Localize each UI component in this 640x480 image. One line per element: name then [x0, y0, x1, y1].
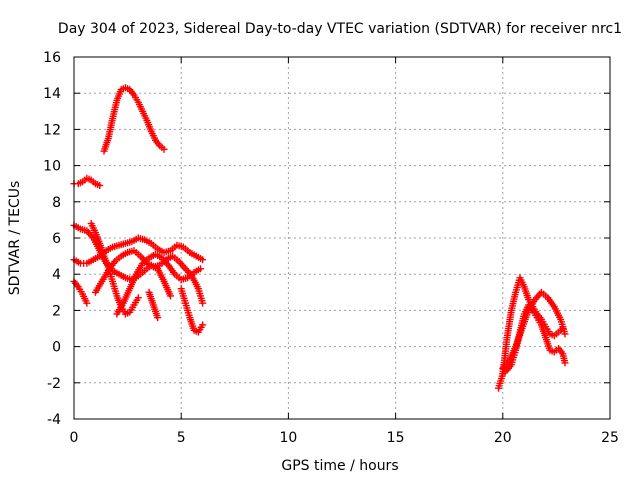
y-tick-label: 0	[52, 340, 61, 356]
y-tick-label: 16	[43, 50, 61, 66]
x-tick-label: 20	[494, 430, 512, 446]
plot-frame	[73, 56, 611, 420]
x-tick-label: 5	[177, 430, 186, 446]
data-point-arc-a	[166, 292, 174, 300]
x-axis-label: GPS time / hours	[281, 458, 398, 474]
data-points	[70, 84, 569, 392]
y-tick-label: 12	[43, 122, 61, 138]
data-point-arc-j	[561, 330, 569, 338]
x-tick-label: 15	[387, 430, 405, 446]
x-tick-label: 0	[70, 430, 79, 446]
data-point-arc-g	[154, 314, 162, 322]
data-point-arc-high	[160, 145, 168, 153]
data-point-arc-nine	[96, 182, 104, 190]
x-tick-label: 25	[601, 430, 619, 446]
data-point-arc-d	[199, 299, 207, 307]
y-tick-label: 6	[52, 231, 61, 247]
x-tick-label: 10	[279, 430, 297, 446]
y-tick-label: 2	[52, 303, 61, 319]
y-tick-label: 14	[43, 86, 61, 102]
y-tick-label: 4	[52, 267, 61, 283]
grid	[74, 57, 610, 419]
y-axis-label: SDTVAR / TECUs	[7, 181, 23, 296]
data-point-arc-e	[196, 265, 204, 273]
y-tick-label: 8	[52, 195, 61, 211]
axis-ticks: 0 5 10 15 20 25 -4 -2 0 2 4 6 8 10 12 14 16	[43, 50, 619, 446]
y-tick-label: 10	[43, 159, 61, 175]
chart-title: Day 304 of 2023, Sidereal Day-to-day VTE…	[58, 21, 622, 37]
data-point-arc-h	[199, 321, 207, 329]
data-point-arc-f	[83, 299, 91, 307]
data-point-arc-k	[561, 359, 569, 367]
y-tick-label: -2	[47, 376, 61, 392]
y-tick-label: -4	[47, 412, 61, 428]
data-point-arc-b	[134, 294, 142, 302]
data-point-arc-c	[199, 256, 207, 264]
